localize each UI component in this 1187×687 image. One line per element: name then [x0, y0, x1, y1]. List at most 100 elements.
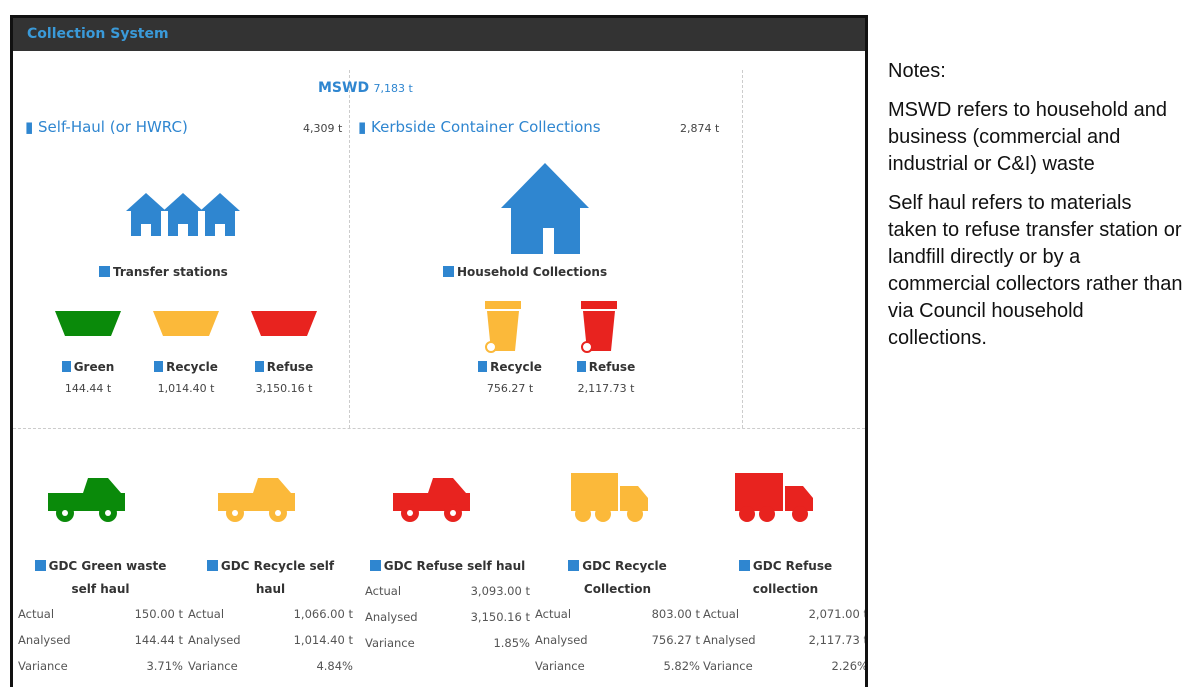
item-label: Refuse: [239, 360, 329, 374]
stat-value: 1,014.40 t: [293, 633, 353, 647]
bottom-column: GDC Green waste self haul Actual 150.00 t A…: [18, 555, 183, 679]
stat-label: Analysed: [365, 610, 418, 624]
grid-icon: [568, 560, 580, 571]
group-text: Transfer stations: [113, 265, 228, 279]
stats-row: Analysed 3,150.16 t: [365, 604, 530, 630]
stats-row: Actual 3,093.00 t: [365, 578, 530, 604]
grid-icon: [738, 560, 750, 571]
item-label-text: Green: [73, 360, 115, 374]
stat-label: Actual: [365, 584, 402, 598]
divider: [13, 428, 865, 429]
stats-row: Analysed 144.44 t: [18, 627, 183, 653]
item-value: 756.27 t: [486, 382, 534, 395]
stat-value: 3,150.16 t: [470, 610, 530, 624]
summary-value: 7,183 t: [373, 82, 413, 95]
kerbside-title: ▮ Kerbside Container Collections: [358, 118, 601, 136]
self-haul-total: 4,309 t: [303, 122, 343, 135]
item-label: Recycle: [141, 360, 231, 374]
house-icon: [501, 163, 589, 254]
stat-label: Variance: [365, 636, 415, 650]
column-title-text: GDC Recycle Collection: [582, 559, 667, 596]
column-title: GDC Refuse collection: [716, 555, 856, 601]
stat-value: 1,066.00 t: [293, 607, 353, 621]
group-text: Household Collections: [457, 265, 608, 279]
stats-row: Variance 2.26%: [703, 653, 868, 679]
grid-icon: [443, 266, 454, 277]
stat-value: 3,093.00 t: [470, 584, 530, 598]
item-label-text: Recycle: [166, 360, 218, 374]
stat-value: 1.85%: [493, 636, 530, 650]
edit-icon: [576, 361, 586, 372]
item-label: Recycle: [465, 360, 555, 374]
stat-value: 2.26%: [831, 659, 868, 673]
chart-icon: ▮: [25, 118, 39, 136]
icons: [48, 163, 813, 522]
stats-row: Variance 5.82%: [535, 653, 700, 679]
item-label-text: Recycle: [490, 360, 542, 374]
bottom-column: GDC Recycle self haul Actual 1,066.00 t Ana…: [188, 555, 353, 679]
stat-value: 3.71%: [146, 659, 183, 673]
stats-table: Actual 2,071.00 t Analysed 2,117.73 t Varian…: [703, 601, 868, 679]
stats-row: Actual 2,071.00 t: [703, 601, 865, 627]
stat-label: Analysed: [18, 633, 71, 647]
stat-value: 2,117.73 t: [808, 633, 868, 647]
kerbside-total: 2,874 t: [680, 122, 720, 135]
stat-value: 756.27 t: [651, 633, 700, 647]
stat-value: 150.00 t: [134, 607, 183, 621]
stat-value: 4.84%: [316, 659, 353, 673]
grid-icon: [206, 560, 218, 571]
kerbside-title-text: Kerbside Container Collections: [371, 118, 601, 136]
stats-row: Variance 3.71%: [18, 653, 183, 679]
panel-header: Collection System: [13, 18, 865, 51]
group-label: Household Collections: [443, 265, 607, 279]
divider: [742, 70, 743, 428]
edit-icon: [154, 361, 164, 372]
skip-icons: [55, 311, 317, 336]
bottom-column: GDC Recycle Collection Actual 803.00 t Anal…: [535, 555, 700, 679]
stat-value: 803.00 t: [651, 607, 700, 621]
item-value: 144.44 t: [64, 382, 112, 395]
bottom-column: GDC Refuse collection Actual 2,071.00 t Ana…: [703, 555, 868, 679]
stats-table: Actual 803.00 t Analysed 756.27 t Variance 5.…: [535, 601, 700, 679]
stats-table: Actual 3,093.00 t Analysed 3,150.16 t Varian…: [365, 578, 530, 656]
stat-label: Analysed: [188, 633, 241, 647]
self-haul-title: ▮ Self-Haul (or HWRC): [25, 118, 188, 136]
stats-row: Analysed 2,117.73 t: [703, 627, 868, 653]
column-title-text: GDC Refuse collection: [752, 559, 833, 596]
notes-heading: Notes:: [888, 60, 946, 82]
stat-label: Analysed: [703, 633, 756, 647]
edit-icon: [478, 361, 488, 372]
stat-label: Analysed: [535, 633, 588, 647]
stat-label: Variance: [18, 659, 68, 673]
item-label-text: Refuse: [588, 360, 636, 374]
column-title: GDC Green waste self haul: [31, 555, 171, 601]
stats-table: Actual 150.00 t Analysed 144.44 t Variance 3.…: [18, 601, 183, 679]
bin-icons: [485, 301, 617, 353]
stats-table: Actual 1,066.00 t Analysed 1,014.40 t Varian…: [188, 601, 353, 679]
stats-row: Variance 4.84%: [188, 653, 353, 679]
item-label: Refuse: [561, 360, 651, 374]
grid-icon: [369, 560, 381, 571]
edit-icon: [61, 361, 71, 372]
grid-icon: [34, 560, 46, 571]
stat-label: Actual: [18, 607, 55, 621]
chart-icon: ▮: [358, 118, 372, 136]
collection-panel: Collection System: [10, 15, 868, 687]
notes-paragraph: MSWD refers to household and business (c…: [888, 99, 1168, 175]
stat-label: Variance: [703, 659, 753, 673]
column-title-text: GDC Refuse self haul: [383, 559, 526, 573]
edit-icon: [254, 361, 264, 372]
column-title: GDC Recycle Collection: [548, 555, 688, 601]
stat-label: Actual: [703, 607, 740, 621]
notes-paragraph: Self haul refers to materials taken to r…: [888, 192, 1183, 349]
stat-label: Variance: [535, 659, 585, 673]
stat-label: Variance: [188, 659, 238, 673]
column-title: GDC Recycle self haul: [201, 555, 341, 601]
stats-row: Actual 803.00 t: [535, 601, 700, 627]
notes: Notes: MSWD refers to household and busi…: [888, 58, 1184, 364]
item-value: 2,117.73 t: [577, 382, 635, 395]
column-title: GDC Refuse self haul: [363, 555, 533, 578]
column-title-text: GDC Recycle self haul: [220, 559, 335, 596]
stat-label: Actual: [188, 607, 225, 621]
